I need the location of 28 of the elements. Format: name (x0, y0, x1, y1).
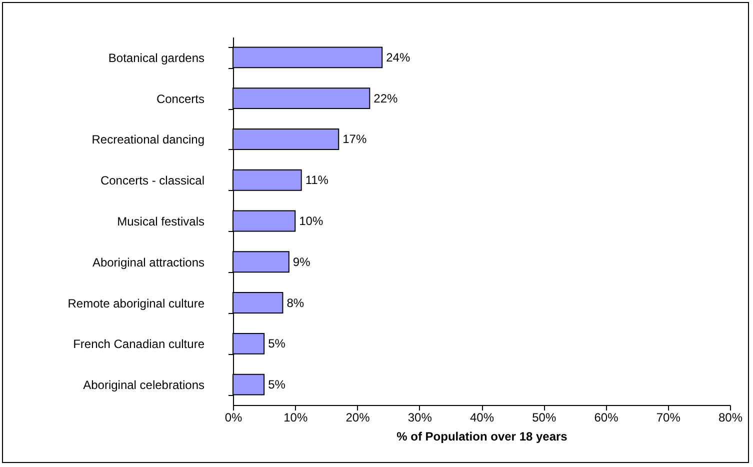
x-tick-label: 60% (594, 410, 619, 424)
x-tick-label: 40% (470, 410, 494, 424)
x-tick-label: 30% (408, 410, 432, 424)
x-axis-title: % of Population over 18 years (396, 430, 568, 444)
data-label: 10% (299, 214, 324, 228)
y-tick-label: Botanical gardens (108, 50, 204, 65)
y-tick-label: Concerts (156, 92, 204, 106)
y-tick-label: Musical festivals (117, 214, 204, 228)
data-label: 11% (305, 173, 329, 188)
y-tick-label: Remote aboriginal culture (68, 296, 205, 310)
data-label: 9% (292, 254, 311, 269)
data-label: 24% (386, 50, 410, 64)
y-tick-label: French Canadian culture (73, 337, 205, 352)
y-tick-label: Concerts - classical (100, 174, 204, 188)
data-label: 22% (374, 91, 398, 106)
y-tick-label: Recreational dancing (92, 132, 204, 147)
data-label: 5% (268, 378, 286, 392)
x-tick-label: 10% (284, 410, 308, 424)
x-tick-label: 50% (532, 410, 556, 424)
data-label: 8% (286, 296, 304, 310)
x-tick-label: 20% (346, 410, 370, 424)
y-tick-label: Aboriginal celebrations (83, 378, 204, 392)
x-tick-label: 70% (656, 410, 681, 424)
y-tick-label: Aboriginal attractions (92, 255, 204, 270)
x-tick-label: 80% (718, 410, 743, 424)
x-tick-label: 0% (224, 410, 242, 424)
data-label: 5% (268, 336, 286, 351)
data-label: 17% (342, 132, 367, 146)
